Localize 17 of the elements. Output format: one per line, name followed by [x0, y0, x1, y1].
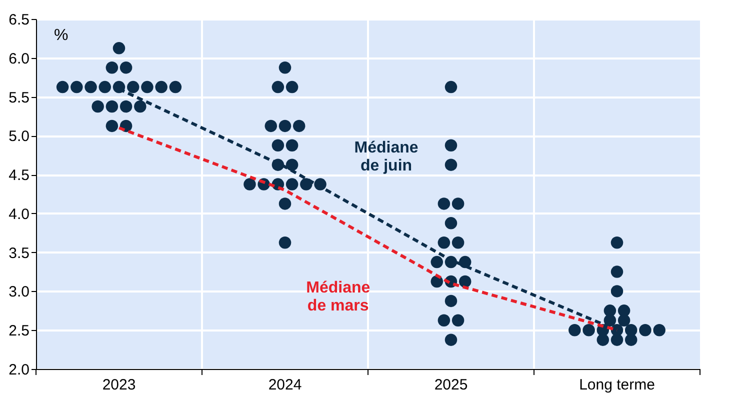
- text: Médiane de mars: [306, 280, 370, 315]
- y-axis-title: %: [54, 27, 68, 44]
- x-tick-label: 2025: [434, 376, 468, 394]
- x-tick-label: Long terme: [579, 376, 655, 394]
- y-tick-label: 4.5: [8, 167, 30, 184]
- series-label: Médiane de juin: [354, 139, 418, 174]
- y-tick-label: 6.0: [8, 50, 30, 68]
- y-tick-label: 5.0: [8, 128, 30, 146]
- x-tick-label: 2024: [268, 376, 302, 394]
- x-tick-label: 2023: [102, 376, 136, 394]
- y-tick-label: 4.0: [8, 206, 30, 223]
- y-tick-label: 6.5: [8, 12, 30, 28]
- y-tick-label: 5.5: [8, 89, 30, 106]
- y-tick-label: 2.0: [8, 362, 30, 378]
- y-tick-label: 3.5: [8, 244, 30, 262]
- y-tick-label: 2.5: [8, 322, 30, 340]
- y-tick-label: 3.0: [8, 284, 30, 301]
